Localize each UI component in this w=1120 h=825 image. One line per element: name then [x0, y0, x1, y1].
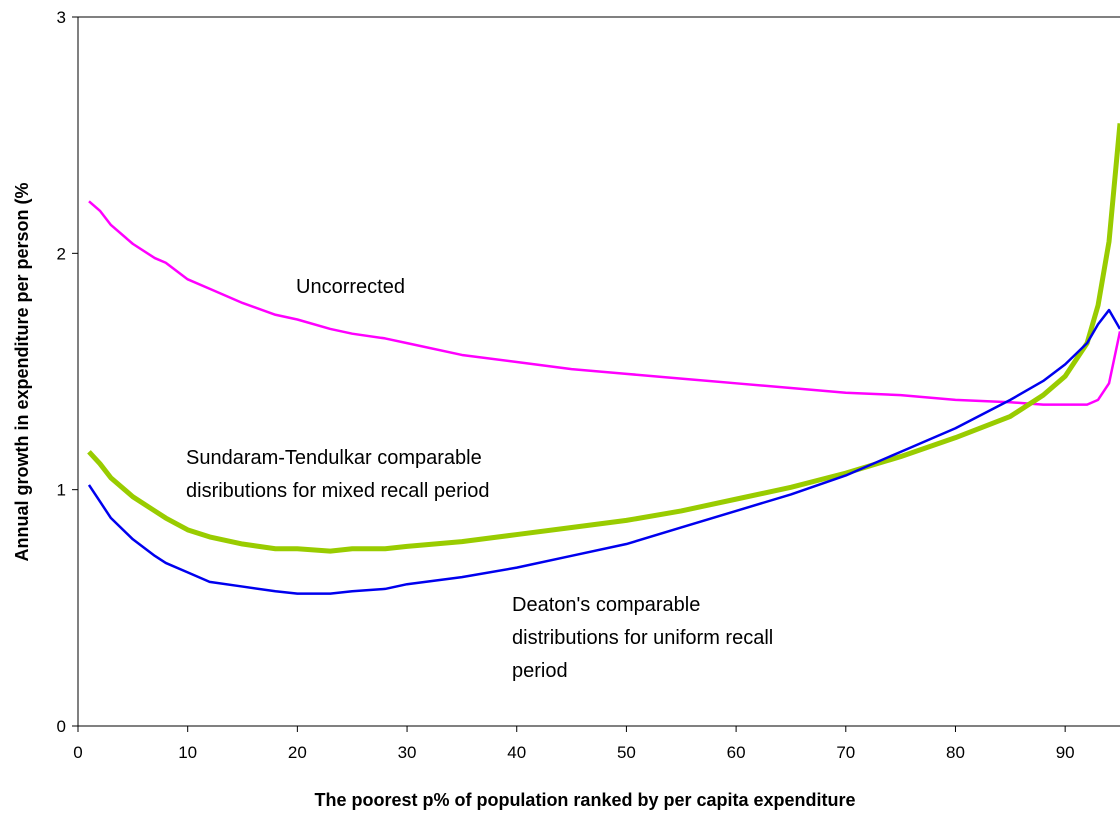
x-tick-label: 90 — [1056, 743, 1075, 762]
series-line — [87, 308, 1120, 595]
x-tick-label: 80 — [946, 743, 965, 762]
y-axis-title: Annual growth in expenditure per person … — [12, 182, 32, 561]
annotation: Uncorrected — [296, 276, 405, 298]
y-tick-label: 0 — [57, 717, 66, 736]
x-tick-label: 20 — [288, 743, 307, 762]
y-tick-label: 2 — [57, 244, 66, 263]
x-tick-label: 30 — [398, 743, 417, 762]
y-tick-label: 1 — [57, 481, 66, 500]
annotation: distributions for uniform recall — [512, 627, 773, 649]
x-tick-label: 70 — [836, 743, 855, 762]
y-tick-label: 3 — [57, 8, 66, 27]
x-tick-label: 60 — [727, 743, 746, 762]
x-tick-label: 40 — [507, 743, 526, 762]
x-tick-label: 50 — [617, 743, 636, 762]
x-axis-title: The poorest p% of population ranked by p… — [314, 790, 855, 810]
series-line — [87, 123, 1120, 554]
annotation: Deaton's comparable — [512, 594, 700, 616]
x-tick-label: 10 — [178, 743, 197, 762]
x-tick-label: 0 — [73, 743, 82, 762]
annotation: period — [512, 660, 568, 682]
series-line — [88, 200, 1120, 406]
annotation: Sundaram-Tendulkar comparable — [186, 447, 482, 469]
annotation: disributions for mixed recall period — [186, 480, 489, 502]
